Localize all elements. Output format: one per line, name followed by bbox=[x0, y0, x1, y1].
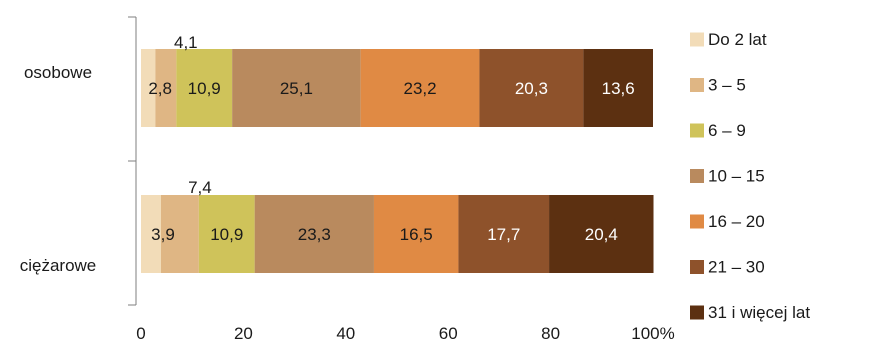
legend-label: 10 – 15 bbox=[708, 167, 765, 186]
segment-label: 10,9 bbox=[210, 225, 243, 244]
segment-label: 20,4 bbox=[585, 225, 618, 244]
segment-label: 3,9 bbox=[151, 225, 175, 244]
legend-label: 16 – 20 bbox=[708, 212, 765, 231]
segment-label: 23,3 bbox=[298, 225, 331, 244]
legend-swatch bbox=[690, 123, 704, 138]
legend-swatch bbox=[690, 169, 704, 183]
bar-segment bbox=[549, 195, 654, 273]
legend-swatch bbox=[690, 214, 704, 229]
segment-labels: 2,8 10,9 25,1 23,2 20,3 13,6 3,9 10,9 23,3 16,5 17… bbox=[148, 79, 634, 244]
bar-segment bbox=[458, 195, 550, 273]
category-label-osobowe: osobowe bbox=[24, 63, 92, 82]
category-labels: osobowe ciężarowe bbox=[20, 63, 97, 275]
bar-segment bbox=[254, 195, 374, 273]
bar-segment bbox=[198, 195, 255, 273]
legend-swatch bbox=[690, 305, 704, 320]
category-label-ciezarowe: ciężarowe bbox=[20, 256, 97, 275]
legend-label: 3 – 5 bbox=[708, 76, 746, 95]
segment-label: 17,7 bbox=[487, 225, 520, 244]
segment-label: 25,1 bbox=[280, 79, 313, 98]
bar-segment bbox=[141, 49, 156, 127]
bar-segments bbox=[141, 49, 654, 273]
x-tick-label: 100% bbox=[631, 324, 674, 343]
segment-label: 23,2 bbox=[403, 79, 436, 98]
above-bar-label: 4,1 bbox=[174, 33, 198, 52]
segment-label: 13,6 bbox=[602, 79, 635, 98]
x-axis-tick-labels: 0 20 40 60 80 100% bbox=[136, 324, 674, 343]
bar-segment bbox=[155, 49, 177, 127]
legend-swatch bbox=[690, 260, 704, 274]
legend-label: 21 – 30 bbox=[708, 258, 765, 277]
x-tick-label: 0 bbox=[136, 324, 145, 343]
x-tick-label: 60 bbox=[439, 324, 458, 343]
legend: Do 2 lat 3 – 5 6 – 9 10 – 15 16 – 20 21 – 30 3… bbox=[690, 30, 810, 322]
legend-swatch bbox=[690, 78, 704, 92]
above-bar-labels: 4,1 7,4 bbox=[174, 33, 212, 197]
segment-label: 20,3 bbox=[515, 79, 548, 98]
bar-segment bbox=[479, 49, 584, 127]
bar-segment bbox=[176, 49, 233, 127]
legend-label: 6 – 9 bbox=[708, 121, 746, 140]
segment-label: 16,5 bbox=[400, 225, 433, 244]
x-tick-label: 40 bbox=[336, 324, 355, 343]
legend-swatch bbox=[690, 32, 704, 47]
bar-segment bbox=[232, 49, 361, 127]
x-tick-label: 20 bbox=[234, 324, 253, 343]
segment-label: 10,9 bbox=[188, 79, 221, 98]
bar-segment bbox=[373, 195, 459, 273]
bar-segment bbox=[141, 195, 161, 273]
above-bar-label: 7,4 bbox=[188, 178, 212, 197]
segment-label: 2,8 bbox=[148, 79, 172, 98]
legend-label: 31 i więcej lat bbox=[708, 303, 810, 322]
legend-label: Do 2 lat bbox=[708, 30, 767, 49]
x-tick-label: 80 bbox=[541, 324, 560, 343]
bar-segment bbox=[583, 49, 653, 127]
bar-segment bbox=[360, 49, 480, 127]
axes bbox=[128, 16, 137, 306]
bar-segment bbox=[160, 195, 199, 273]
